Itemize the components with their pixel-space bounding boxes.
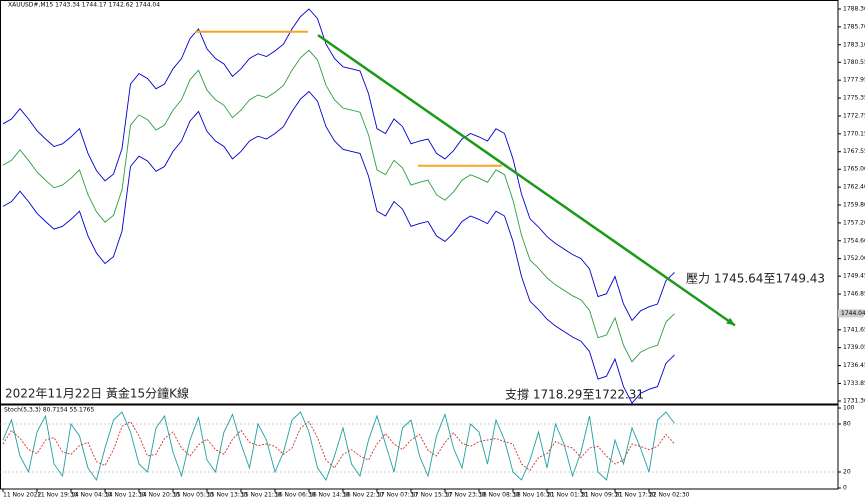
annotation: 支撐 1718.29至1722.31 [505,388,644,402]
x-tick-label: 16 Nov 14:30 [309,492,350,499]
trend-arrow [726,317,735,326]
x-tick-label: 15 Nov 21:30 [241,492,282,499]
y-tick-label: 1767.55 [843,148,865,155]
y-tick-label: 1752.00 [843,255,865,262]
y-tick-label: 1736.45 [843,362,865,369]
annotation: 壓力 1745.64至1749.43 [686,272,825,286]
y-tick-label: 20 [843,469,851,476]
x-tick-label: 14 Nov 04:30 [71,492,112,499]
y-tick-label: 1741.65 [843,326,865,333]
y-tick-label: 1788.30 [843,6,865,13]
y-tick-label: 1783.10 [843,41,865,48]
x-tick-label: 17 Nov 23:30 [445,492,486,499]
x-tick-label: 21 Nov 17:30 [615,492,656,499]
x-tick-label: 22 Nov 02:30 [649,492,690,499]
stoch-title: Stoch(5,3,3) 80.7154 55.1765 [4,407,95,414]
series-line [2,8,675,322]
y-tick-label: 1759.80 [843,202,865,209]
y-tick-label: 1757.20 [843,219,865,226]
x-tick-label: 18 Nov 08:30 [479,492,520,499]
y-tick-label: 1765.00 [843,166,865,173]
x-tick-label: 15 Nov 05:30 [173,492,214,499]
trend-line [317,34,736,327]
annotation: 2022年11月22日 黃金15分鐘K線 [5,386,189,401]
y-tick-label: 1739.05 [843,344,865,351]
main-frame [0,0,839,405]
x-tick-label: 21 Nov 01:30 [547,492,588,499]
x-tick-label: 17 Nov 15:30 [411,492,452,499]
x-tick-label: 11 Nov 2022 [3,492,42,499]
x-tick-label: 14 Nov 20:30 [139,492,180,499]
x-tick-label: 15 Nov 13:30 [207,492,248,499]
x-tick-label: 18 Nov 16:30 [513,492,554,499]
x-tick-label: 16 Nov 06:30 [275,492,316,499]
x-tick-label: 17 Nov 07:30 [377,492,418,499]
y-tick-label: 100 [843,405,855,412]
series-line [2,411,675,482]
series-line [2,90,675,404]
y-tick-label: 1731.30 [843,398,865,405]
last-price-tag [838,309,864,318]
y-tick-label: 1770.15 [843,130,865,137]
x-tick-label: 21 Nov 09:30 [581,492,622,499]
y-tick-label: 1749.45 [843,273,865,280]
series-line [2,420,675,472]
y-tick-label: 1772.75 [843,112,865,119]
y-tick-label: 80 [843,421,851,428]
stoch-frame [0,404,839,490]
x-tick-label: 16 Nov 22:30 [343,492,384,499]
y-tick-label: 1775.35 [843,95,865,102]
y-tick-label: 0 [843,485,847,492]
y-tick-label: 1733.85 [843,380,865,387]
series-line [2,49,675,363]
x-tick-label: 14 Nov 12:30 [105,492,146,499]
last-price-label: 1744.04 [841,310,865,317]
y-tick-label: 1746.85 [843,291,865,298]
chart-title: XAUUSD#,M15 1743.34 1744.17 1742.62 1744… [8,2,160,9]
y-tick-label: 1785.70 [843,23,865,30]
y-tick-label: 1754.60 [843,237,865,244]
y-tick-label: 1780.55 [843,59,865,66]
y-tick-label: 1762.40 [843,184,865,191]
x-tick-label: 11 Nov 19:30 [37,492,78,499]
y-tick-label: 1777.95 [843,77,865,84]
